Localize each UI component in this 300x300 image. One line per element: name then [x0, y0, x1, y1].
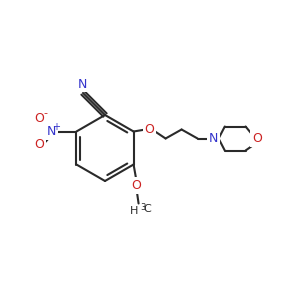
Text: O: O	[145, 123, 154, 136]
Text: O: O	[34, 138, 44, 151]
Text: O: O	[132, 179, 142, 192]
Text: N: N	[77, 77, 87, 91]
Text: H: H	[130, 206, 139, 215]
Text: O: O	[252, 132, 262, 145]
Text: -: -	[44, 109, 47, 118]
Text: 3: 3	[141, 203, 146, 212]
Text: O: O	[34, 112, 44, 125]
Text: N: N	[209, 132, 218, 145]
Text: C: C	[144, 205, 151, 214]
Text: +: +	[52, 122, 60, 131]
Text: N: N	[47, 125, 56, 138]
